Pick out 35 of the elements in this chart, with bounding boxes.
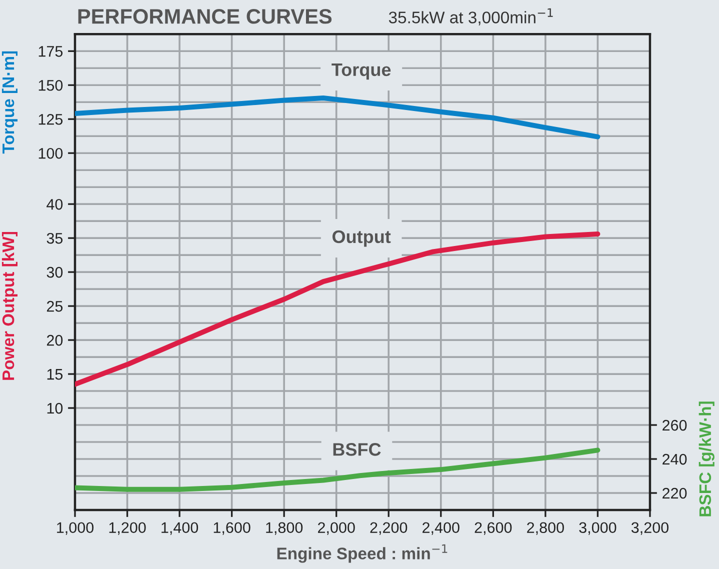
x-tick-label: 1,000 — [57, 522, 94, 535]
series-label: BSFC — [333, 443, 381, 456]
x-tick-label: 1,600 — [214, 522, 250, 535]
x-tick-label: 3,200 — [631, 522, 668, 535]
x-tick-label: 1,400 — [162, 522, 198, 535]
x-tick-label: 1,200 — [109, 522, 146, 535]
x-tick-label: 2,200 — [370, 522, 408, 535]
y3-tick-label: 10 — [47, 402, 63, 414]
y2-tick-label: 260 — [662, 420, 687, 431]
y-axis-title: Torque [N·m] — [2, 51, 18, 154]
y-tick-label: 125 — [38, 114, 63, 125]
y2-axis-title: BSFC [g/kW·h] — [698, 402, 714, 516]
chart-subtitle: 35.5kW at 3,000min$^{−1}$ — [388, 8, 553, 26]
y3-tick-label: 25 — [46, 300, 63, 312]
y-tick-label: 150 — [38, 80, 63, 91]
x-tick-label: 1,800 — [266, 522, 303, 535]
x-tick-label: 3,000 — [579, 522, 616, 535]
x-tick-label: 2,400 — [422, 522, 460, 535]
series-label: Torque — [332, 64, 391, 80]
y3-tick-label: 30 — [46, 266, 63, 278]
series-label: Output — [332, 230, 391, 247]
y3-tick-label: 35 — [46, 232, 63, 244]
x-tick-label: 2,800 — [527, 522, 564, 535]
y3-tick-label: 40 — [46, 198, 63, 210]
y2-tick-label: 220 — [662, 488, 687, 499]
x-tick-label: 2,000 — [318, 522, 355, 535]
y3-tick-label: 20 — [46, 334, 63, 346]
y2-tick-label: 240 — [662, 454, 687, 465]
y-tick-label: 175 — [38, 46, 63, 57]
y3-axis-title: Power Output [kW] — [2, 232, 18, 380]
y3-tick-label: 15 — [47, 369, 63, 380]
chart-title: PERFORMANCE CURVES — [78, 9, 332, 24]
x-axis-title: Engine Speed : min$^{−1}$ — [277, 544, 448, 563]
y-tick-label: 100 — [38, 148, 63, 159]
x-tick-label: 2,600 — [474, 522, 512, 535]
